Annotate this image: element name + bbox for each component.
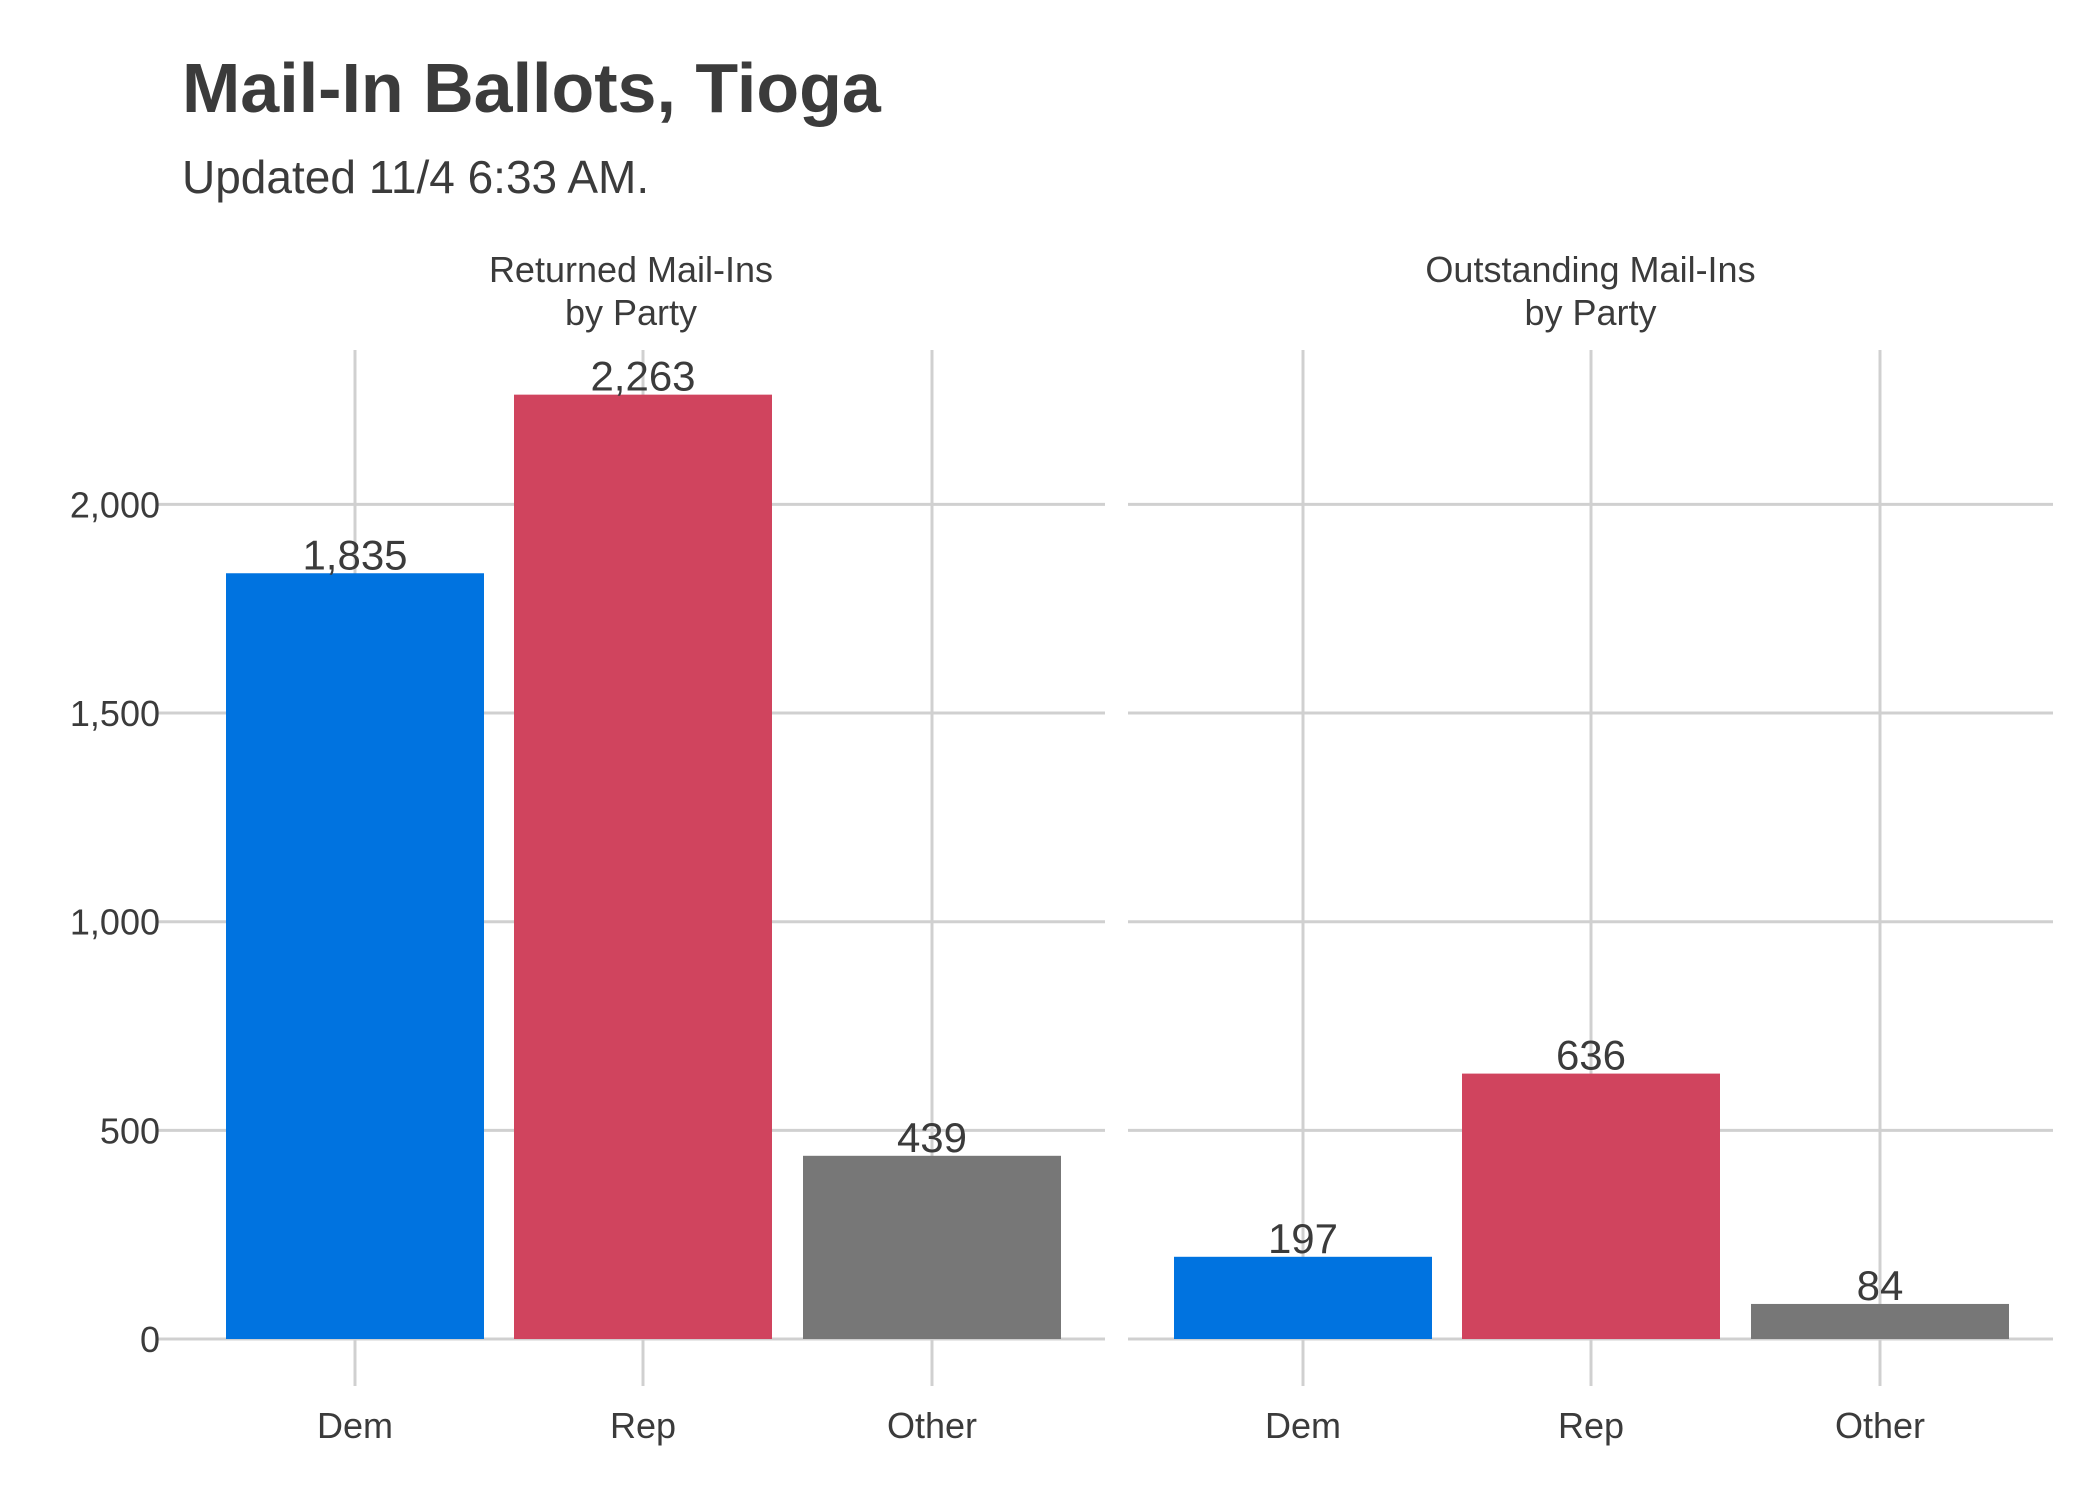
bar-other <box>1751 1303 2009 1339</box>
y-tick-label: 1,000 <box>70 902 160 943</box>
bar-rep <box>514 394 772 1339</box>
value-label-dem: 1,835 <box>302 531 407 578</box>
value-label-rep: 636 <box>1556 1032 1626 1079</box>
value-label-rep: 2,263 <box>590 353 695 400</box>
x-tick-label-rep: Rep <box>1558 1405 1624 1446</box>
y-tick-label: 0 <box>140 1319 160 1360</box>
value-label-dem: 197 <box>1268 1215 1338 1262</box>
x-tick-label-dem: Dem <box>1265 1405 1341 1446</box>
panel-label-line: Returned Mail-Ins <box>489 249 773 290</box>
panel-label-line: Outstanding Mail-Ins <box>1425 249 1755 290</box>
bar-other <box>803 1155 1061 1339</box>
x-tick-label-other: Other <box>887 1405 977 1446</box>
panel-label-line: by Party <box>1524 292 1656 333</box>
x-tick-label-rep: Rep <box>610 1405 676 1446</box>
bar-dem <box>226 573 484 1339</box>
value-label-other: 84 <box>1857 1262 1904 1309</box>
y-tick-label: 2,000 <box>70 484 160 525</box>
bar-dem <box>1174 1256 1432 1339</box>
value-label-other: 439 <box>897 1114 967 1161</box>
x-tick-label-dem: Dem <box>317 1405 393 1446</box>
panel-label-line: by Party <box>565 292 697 333</box>
x-tick-label-other: Other <box>1835 1405 1925 1446</box>
y-tick-label: 1,500 <box>70 693 160 734</box>
bar-rep <box>1462 1073 1720 1339</box>
y-tick-label: 500 <box>100 1110 160 1151</box>
chart-subtitle: Updated 11/4 6:33 AM. <box>182 151 650 203</box>
chart-title: Mail-In Ballots, Tioga <box>182 49 881 127</box>
